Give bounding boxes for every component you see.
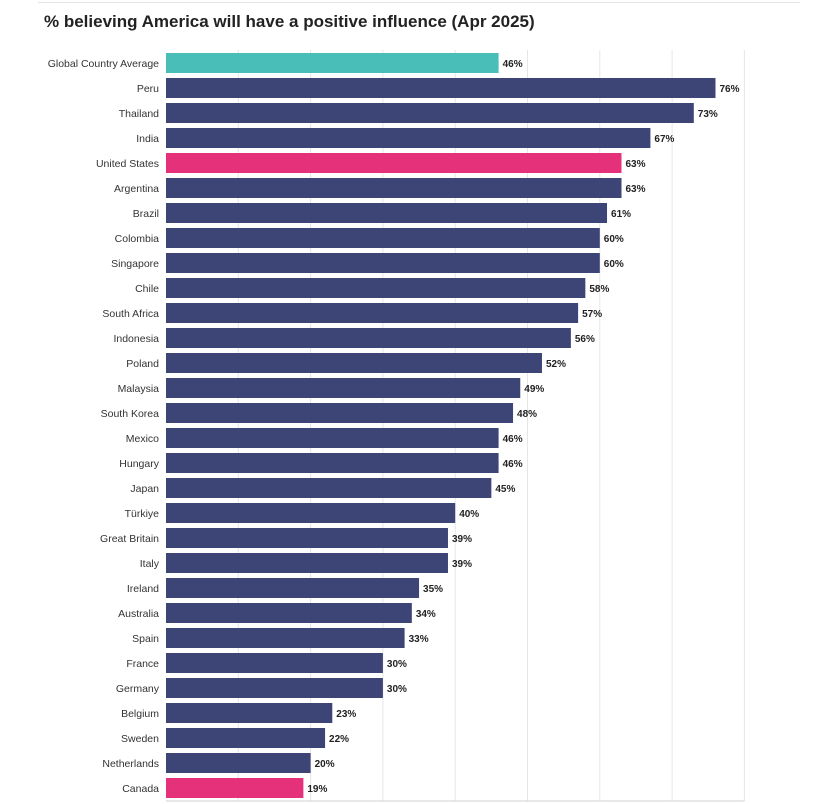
- bar: [166, 128, 651, 148]
- data-label: 63%: [625, 159, 645, 170]
- category-label: Chile: [135, 283, 159, 295]
- category-label: United States: [96, 158, 159, 170]
- data-label: 60%: [604, 259, 624, 270]
- data-label: 60%: [604, 234, 624, 245]
- category-label: Germany: [116, 683, 160, 695]
- bar: [166, 328, 571, 348]
- category-label: Great Britain: [100, 533, 159, 545]
- bar: [166, 78, 716, 98]
- category-label: Japan: [130, 483, 159, 495]
- bar: [166, 703, 333, 723]
- data-label: 34%: [416, 609, 436, 620]
- category-label: Sweden: [121, 733, 159, 745]
- bar: [166, 778, 304, 798]
- data-label: 30%: [387, 659, 407, 670]
- data-label: 46%: [503, 434, 523, 445]
- category-label: Indonesia: [113, 333, 159, 345]
- category-label: Peru: [137, 83, 159, 95]
- category-label: India: [136, 133, 159, 145]
- category-label: Hungary: [119, 458, 159, 470]
- bar: [166, 553, 448, 573]
- data-label: 35%: [423, 584, 443, 595]
- data-label: 46%: [503, 459, 523, 470]
- data-label: 73%: [698, 109, 718, 120]
- bar: [166, 153, 622, 173]
- category-label: South Africa: [102, 308, 159, 320]
- bar: [166, 203, 608, 223]
- category-label: South Korea: [101, 408, 160, 420]
- data-label: 63%: [625, 184, 645, 195]
- data-label: 39%: [452, 559, 472, 570]
- category-label: Ireland: [127, 583, 159, 595]
- bar: [166, 628, 405, 648]
- bar: [166, 603, 412, 623]
- category-label: Brazil: [133, 208, 159, 220]
- top-divider: [38, 2, 800, 3]
- bar: [166, 753, 311, 773]
- bar: [166, 403, 514, 423]
- category-label: Australia: [118, 608, 159, 620]
- bar: [166, 728, 326, 748]
- data-label: 40%: [459, 509, 479, 520]
- data-label: 52%: [546, 359, 566, 370]
- category-label: Malaysia: [118, 383, 160, 395]
- bar: [166, 528, 448, 548]
- bar: [166, 453, 499, 473]
- bar: [166, 678, 383, 698]
- data-label: 33%: [409, 634, 429, 645]
- category-label: Netherlands: [102, 758, 159, 770]
- category-label: Türkiye: [125, 508, 160, 520]
- data-label: 30%: [387, 684, 407, 695]
- bar: [166, 178, 622, 198]
- data-label: 57%: [582, 309, 602, 320]
- data-label: 22%: [329, 734, 349, 745]
- category-label: Spain: [132, 633, 159, 645]
- category-label: Global Country Average: [48, 58, 159, 70]
- bar: [166, 578, 420, 598]
- data-label: 48%: [517, 409, 537, 420]
- bar: [166, 228, 600, 248]
- bar: [166, 278, 586, 298]
- category-label: Singapore: [111, 258, 159, 270]
- chart-title: % believing America will have a positive…: [44, 12, 535, 31]
- data-label: 56%: [575, 334, 595, 345]
- category-label: Belgium: [121, 708, 159, 720]
- category-label: Argentina: [114, 183, 159, 195]
- bar: [166, 303, 579, 323]
- data-label: 23%: [336, 709, 356, 720]
- category-label: Poland: [126, 358, 159, 370]
- bar: [166, 253, 600, 273]
- data-label: 67%: [654, 134, 674, 145]
- bar: [166, 353, 542, 373]
- data-label: 45%: [495, 484, 515, 495]
- category-label: France: [126, 658, 159, 670]
- bar: [166, 53, 499, 73]
- bar: [166, 103, 694, 123]
- bar: [166, 478, 492, 498]
- bar: [166, 503, 456, 523]
- bar: [166, 653, 383, 673]
- data-label: 39%: [452, 534, 472, 545]
- data-label: 20%: [315, 759, 335, 770]
- category-label: Colombia: [115, 233, 160, 245]
- category-label: Italy: [140, 558, 160, 570]
- category-label: Thailand: [119, 108, 159, 120]
- data-label: 61%: [611, 209, 631, 220]
- data-label: 58%: [589, 284, 609, 295]
- category-label: Canada: [122, 783, 159, 795]
- data-label: 49%: [524, 384, 544, 395]
- bar: [166, 428, 499, 448]
- data-label: 76%: [719, 84, 739, 95]
- category-label: Mexico: [126, 433, 159, 445]
- bar: [166, 378, 521, 398]
- data-label: 19%: [307, 784, 327, 795]
- data-label: 46%: [503, 59, 523, 70]
